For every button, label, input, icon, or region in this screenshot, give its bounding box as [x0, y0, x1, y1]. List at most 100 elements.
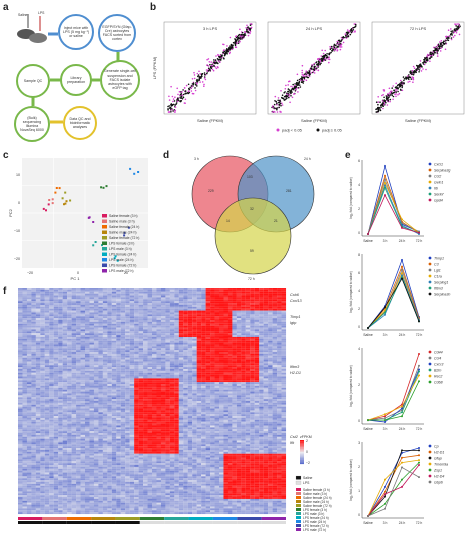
- scatter-point: [375, 101, 378, 103]
- heatmap-cell: [89, 323, 94, 326]
- heatmap-cell: [214, 346, 220, 349]
- heatmap-cell: [268, 361, 273, 364]
- scatter-point: [193, 71, 195, 74]
- heatmap-cell: [44, 361, 50, 364]
- heatmap-cell: [26, 348, 32, 351]
- scatter-point: [331, 47, 333, 49]
- heatmap-cell: [160, 327, 166, 330]
- scatter-point: [229, 45, 231, 47]
- scatter-point: [354, 25, 357, 28]
- heatmap-cell: [214, 342, 220, 345]
- heatmap-cell: [241, 376, 246, 379]
- line-xtick: Saline: [363, 521, 373, 525]
- scatter-point: [175, 102, 178, 104]
- heatmap-cell: [268, 365, 273, 368]
- heatmap-cell: [174, 357, 179, 360]
- heatmap-cell: [102, 325, 108, 328]
- heatmap-cell: [169, 346, 175, 349]
- heatmap-cell: [192, 384, 197, 386]
- heatmap-cell: [129, 331, 135, 334]
- heatmap-cell: [26, 295, 32, 298]
- heatmap-cell: [214, 380, 220, 383]
- heatmap-cell: [71, 370, 77, 373]
- heatmap-cell: [196, 348, 202, 351]
- heatmap-cell: [156, 340, 161, 343]
- heatmap-cell: [152, 363, 157, 366]
- heatmap-cell: [210, 329, 215, 332]
- heatmap-cell: [85, 340, 90, 343]
- heatmap-cell: [44, 350, 50, 353]
- heatmap-cell: [272, 295, 278, 298]
- heatmap-cell: [58, 359, 63, 362]
- heatmap-cell: [143, 312, 148, 315]
- heatmap-cell: [254, 353, 260, 356]
- heatmap-cell: [250, 370, 255, 373]
- scatter-point: [245, 27, 247, 29]
- pca-legend-label: LPS female (3 h): [109, 242, 134, 246]
- heatmap-cell: [277, 355, 282, 358]
- heatmap-cell: [219, 353, 224, 356]
- heatmap-cell: [263, 352, 269, 354]
- heatmap-cell: [76, 289, 81, 292]
- heatmap-cell: [58, 348, 63, 351]
- heatmap-cell: [160, 304, 166, 307]
- heatmap-cell: [201, 303, 206, 305]
- heatmap-cell: [129, 335, 135, 338]
- line-ytick: 3: [358, 441, 360, 445]
- heatmap-cell: [120, 372, 126, 375]
- heatmap-cell: [227, 301, 233, 304]
- pca-point: [65, 200, 68, 203]
- heatmap-cell: [196, 368, 202, 371]
- heatmap-cell: [214, 361, 220, 364]
- heatmap-cell: [272, 370, 278, 373]
- heatmap-cell: [71, 329, 77, 332]
- scatter-point: [308, 75, 311, 78]
- heatmap-cell: [107, 335, 112, 338]
- gene-point: [367, 327, 369, 329]
- heatmap-cell: [187, 387, 193, 390]
- heatmap-cell: [241, 382, 246, 385]
- scatter-point: [283, 98, 285, 101]
- heatmap-cell: [210, 391, 215, 394]
- heatmap-cell: [156, 357, 161, 360]
- heatmap-cell: [223, 385, 228, 388]
- heatmap-cell: [67, 289, 72, 292]
- heatmap-cell: [125, 342, 130, 345]
- heatmap-cell: [98, 368, 103, 371]
- heatmap-cell: [268, 355, 273, 358]
- scatter-point: [240, 37, 242, 39]
- scatter-point: [383, 100, 386, 103]
- scatter-point: [418, 69, 421, 71]
- heatmap-cell: [205, 363, 211, 366]
- heatmap-cell: [156, 304, 161, 307]
- heatmap-cell: [178, 291, 184, 294]
- heatmap-cell: [107, 323, 112, 326]
- heatmap-cell: [169, 340, 175, 343]
- heatmap-cell: [76, 321, 81, 324]
- heatmap-cell: [40, 299, 45, 302]
- heatmap-cell: [31, 327, 36, 330]
- heatmap-cell: [143, 367, 148, 370]
- heatmap-cell: [174, 333, 179, 336]
- heatmap-cell: [259, 355, 264, 358]
- heatmap-cell: [80, 308, 86, 311]
- heatmap-cell: [232, 384, 237, 386]
- heatmap-cell: [89, 312, 94, 315]
- heatmap-cell: [241, 389, 246, 392]
- gene-point: [384, 165, 386, 167]
- heatmap-cell: [192, 299, 197, 302]
- heatmap-cell: [134, 346, 139, 349]
- heatmap-cell: [254, 374, 260, 377]
- heatmap-cell: [138, 384, 144, 386]
- heatmap-cell: [183, 346, 188, 349]
- scatter-point: [436, 52, 439, 54]
- pca-legend-swatch: [102, 230, 107, 234]
- heatmap-cell: [76, 365, 81, 368]
- gene-point: [384, 478, 386, 481]
- heatmap-cell: [120, 357, 126, 360]
- heatmap-cell: [201, 391, 206, 394]
- heatmap-cell: [89, 310, 94, 313]
- heatmap-cell: [58, 312, 63, 315]
- heatmap-cell: [254, 389, 260, 392]
- heatmap-cell: [58, 288, 63, 290]
